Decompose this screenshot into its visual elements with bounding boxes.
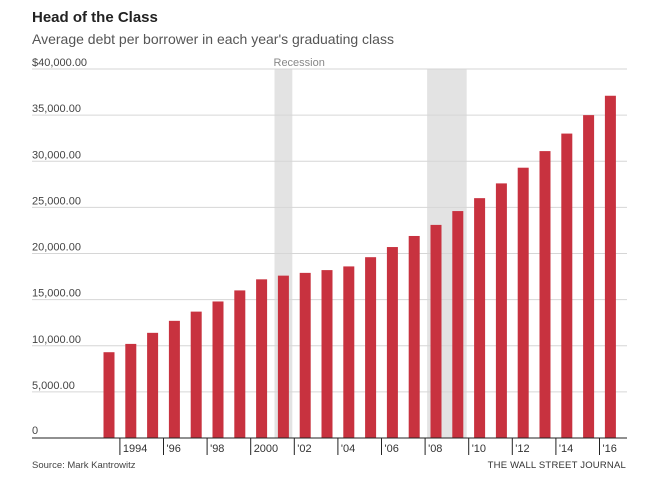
chart-title: Head of the Class [32,9,158,26]
bar [256,279,268,438]
recession-label: Recession [274,57,325,69]
bar [561,133,573,438]
bar [517,167,529,438]
x-tick-label: '06 [385,443,399,455]
bar [277,275,289,438]
bar [430,224,442,438]
publisher-credit: THE WALL STREET JOURNAL [487,460,626,471]
x-tick-label: '16 [603,443,617,455]
bar [474,198,486,438]
x-axis [32,437,627,455]
bar [452,211,464,438]
bar [604,95,616,438]
y-tick-label: $40,000.00 [32,57,87,69]
bar [168,320,180,438]
x-tick-label: '04 [341,443,355,455]
x-tick-label: '02 [297,443,311,455]
x-tick-label: 1994 [123,443,147,455]
bar [147,332,159,438]
source-note: Source: Mark Kantrowitz [32,460,136,471]
y-tick-label: 30,000.00 [32,149,81,161]
bar [321,270,333,438]
bar [539,151,551,439]
y-tick-label: 0 [32,425,38,437]
bars [103,95,616,439]
y-tick-label: 20,000.00 [32,242,81,254]
bar [495,183,507,438]
x-tick-label: '08 [428,443,442,455]
x-tick-label: '12 [515,443,529,455]
tick-labels: 0 5,000.00 10,000.00 15,000.00 20,000.00 25,0… [32,57,617,455]
x-tick-label: '96 [167,443,181,455]
bar [212,301,224,438]
chart-subtitle: Average debt per borrower in each year's… [32,31,394,47]
bar [386,247,398,438]
bar [343,266,355,438]
x-tick-label: '14 [559,443,573,455]
bar [190,311,202,438]
bar [234,290,246,438]
bar [408,235,420,438]
y-tick-label: 5,000.00 [32,380,75,392]
y-tick-label: 15,000.00 [32,288,81,300]
x-tick-label: 2000 [254,443,278,455]
bar [103,352,115,438]
x-tick-label: '98 [210,443,224,455]
bar [125,343,137,438]
y-tick-label: 10,000.00 [32,334,81,346]
y-tick-label: 25,000.00 [32,195,81,207]
bar [299,272,311,438]
bar [365,257,377,438]
y-tick-label: 35,000.00 [32,103,81,115]
bar [583,115,595,438]
x-tick-label: '10 [472,443,486,455]
